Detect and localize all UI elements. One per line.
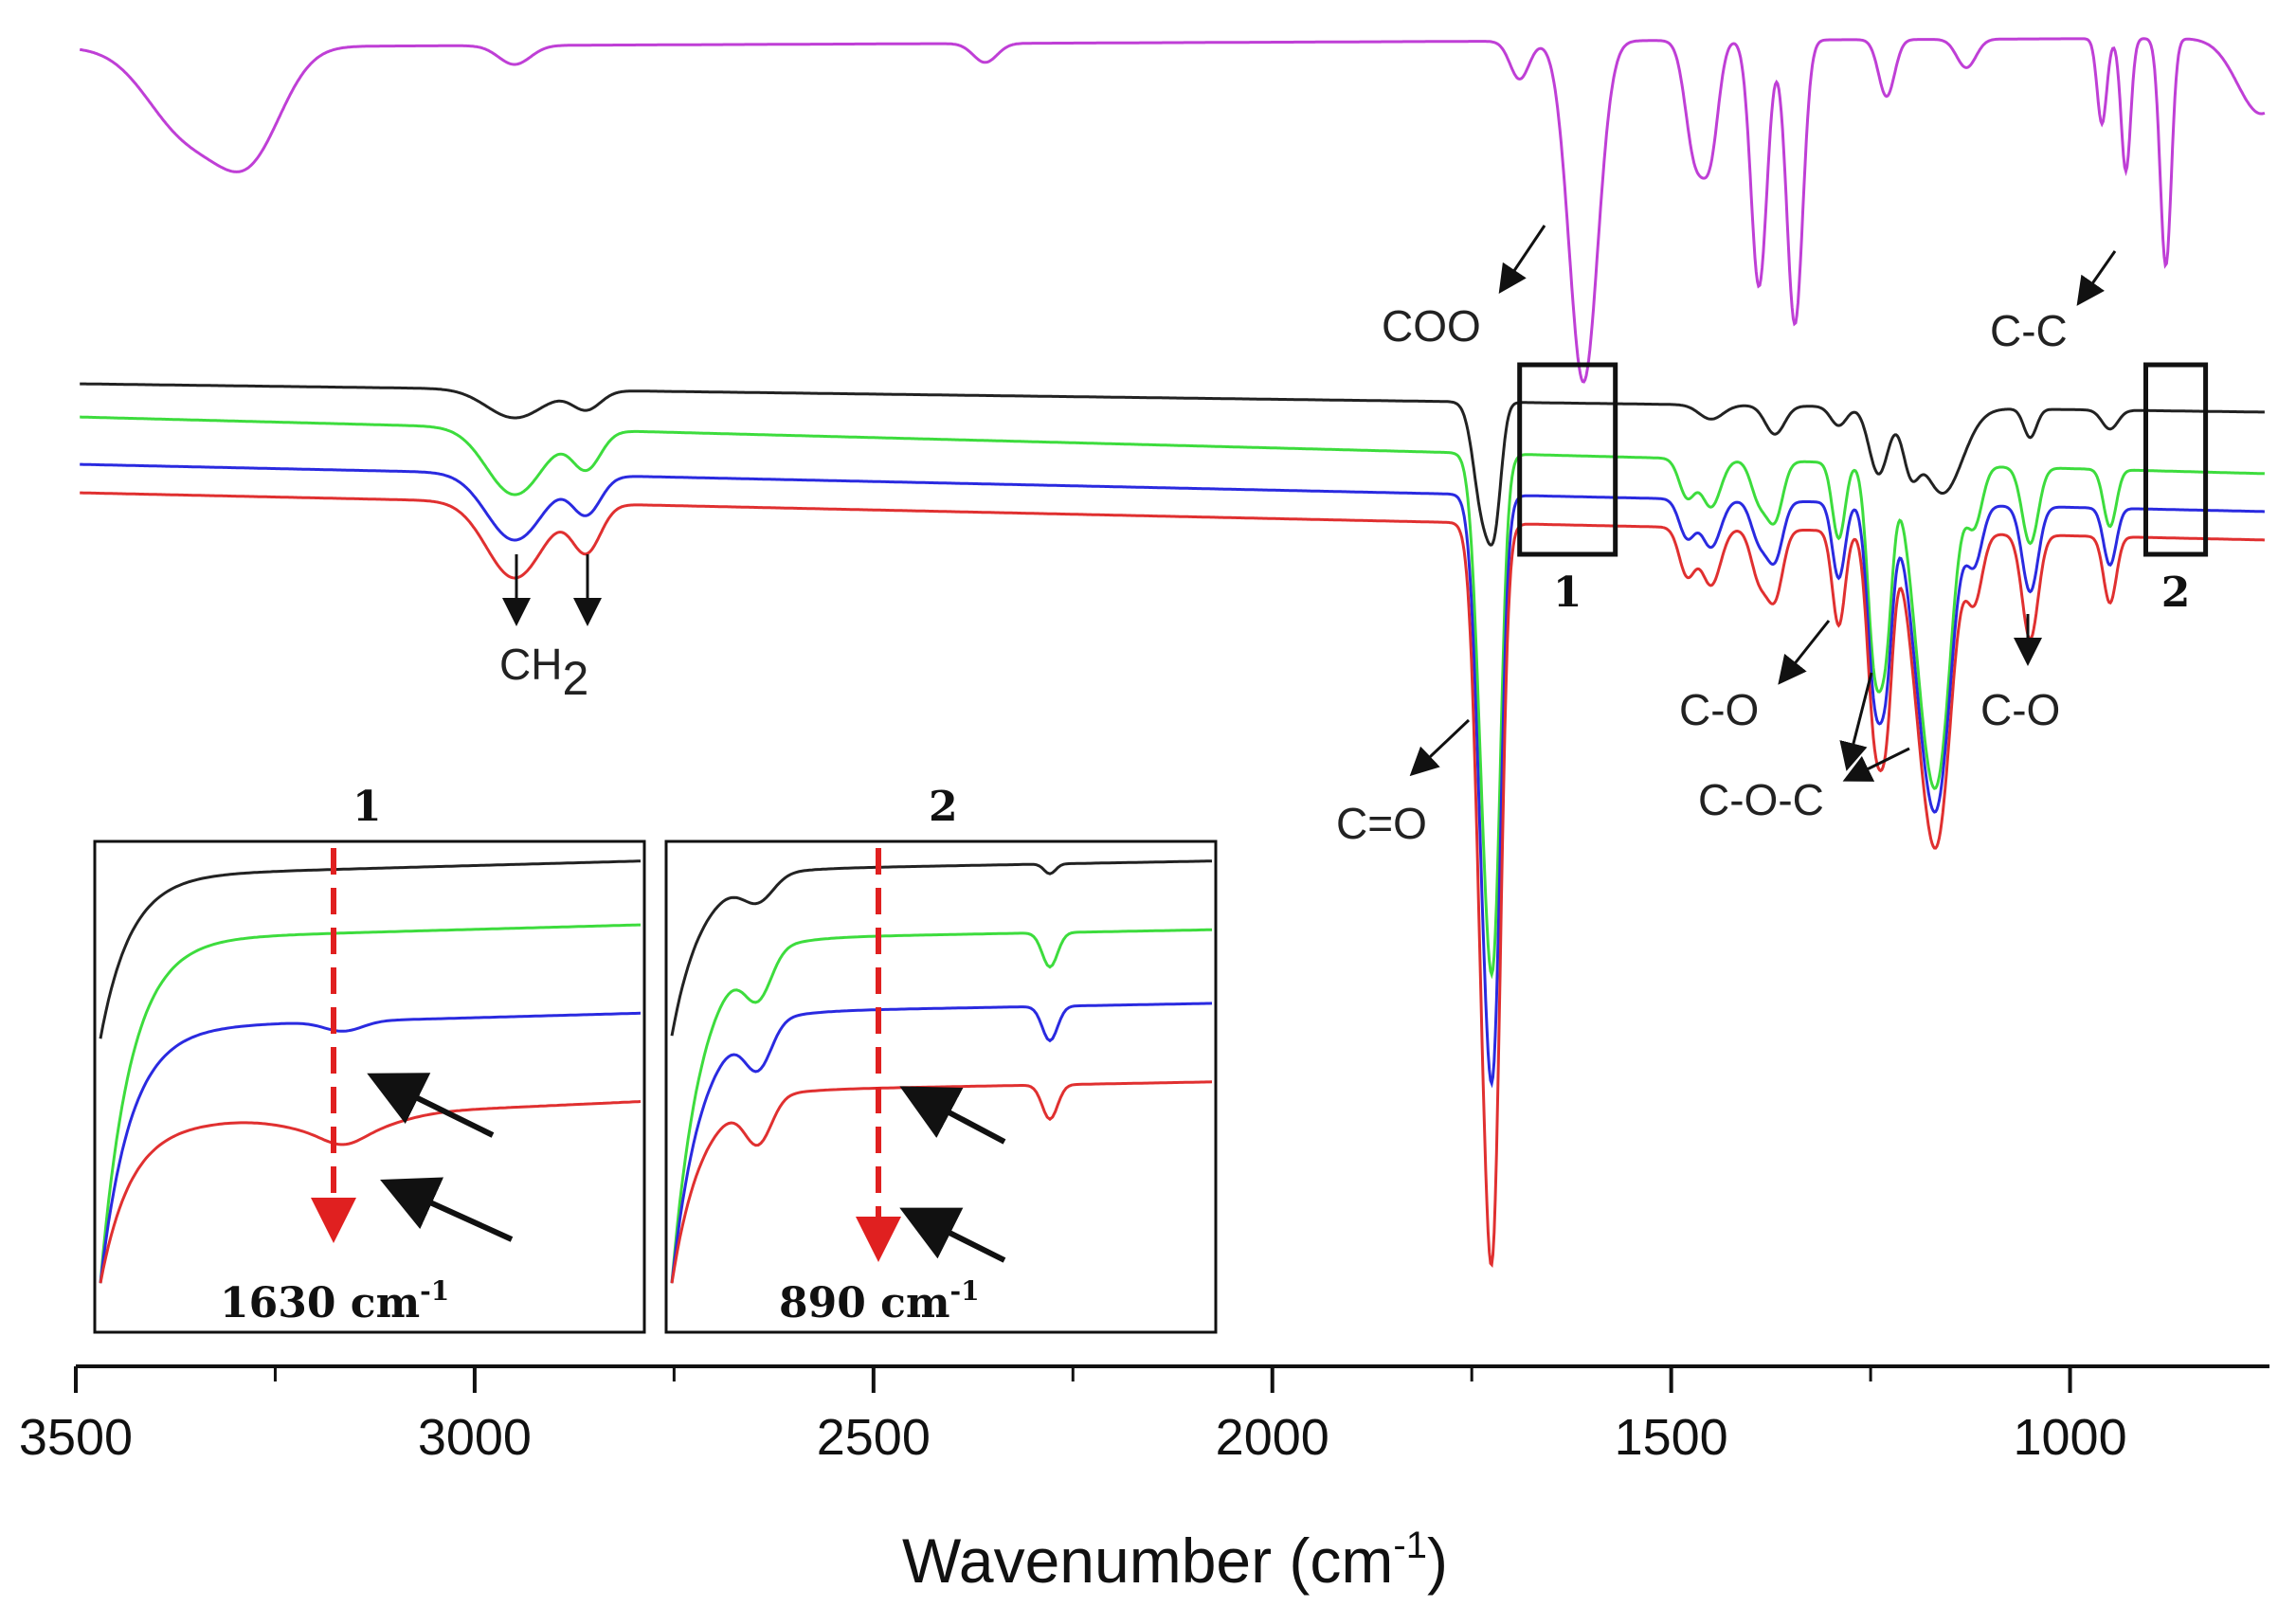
inset2-series-line-blue <box>670 1002 1213 1284</box>
x-tick-label-1000: 1000 <box>2013 1409 2126 1466</box>
x-tick-label-2000: 2000 <box>1216 1409 1329 1466</box>
inset-2-caption: 890 cm-1 <box>779 1275 980 1327</box>
inset-2: 2 890 cm-1 <box>664 783 1218 1334</box>
inset-1: 1 1630 cm-1 <box>93 783 646 1334</box>
annotation-cc: C-C <box>1990 250 2117 355</box>
x-axis-title: Wavenumber (cm-1) <box>902 1525 1448 1596</box>
inset-1-caption: 1630 cm-1 <box>220 1275 449 1327</box>
region-box-label-1: 1 <box>1553 569 1582 617</box>
inset-1-spectra <box>99 859 642 1284</box>
x-tick-label-1500: 1500 <box>1615 1409 1728 1466</box>
spectrum-line-black <box>80 382 2265 547</box>
annotation-coo-label: COO <box>1382 301 1481 351</box>
main-spectra <box>79 37 2266 1268</box>
inset1-series-line-green <box>99 923 641 1284</box>
annotation-ch2-label: CH2 <box>499 640 588 705</box>
annotation-coo: COO <box>1382 225 1546 351</box>
annotation-c-o-1: C-O <box>1679 620 1831 734</box>
x-tick-label-3500: 3500 <box>19 1409 133 1466</box>
annotation-c-o-1-label: C-O <box>1679 685 1759 734</box>
inset1-series-line-red <box>99 1100 642 1284</box>
region-box-1 <box>1517 362 1618 557</box>
annotation-ch2: CH2 <box>499 554 602 705</box>
annotation-c-o-c-label: C-O-C <box>1698 775 1824 824</box>
inset-2-title: 2 <box>929 783 958 831</box>
annotation-c-o-2: C-O <box>1980 614 2060 734</box>
annotation-co-carbonyl-label: C=O <box>1336 799 1427 848</box>
x-axis: 3500 3000 2500 2000 1500 1000 Wavenumber (cm-… <box>19 1364 2269 1596</box>
spectrum-line-blue <box>80 462 2265 1089</box>
inset-2-arrow-red <box>899 1207 1006 1263</box>
annotation-c-o-2-label: C-O <box>1980 685 2060 734</box>
annotations: COO C-C CH2 C=O C-O C-O-C C-O <box>499 225 2117 848</box>
inset-1-title: 1 <box>353 783 382 831</box>
spectrum-line-green <box>80 415 2266 980</box>
inset-1-arrow-blue <box>367 1073 495 1138</box>
annotation-cc-label: C-C <box>1990 306 2068 355</box>
region-box-2 <box>2143 362 2209 557</box>
annotation-c-o-c: C-O-C <box>1698 672 1910 824</box>
x-tick-label-3000: 3000 <box>418 1409 532 1466</box>
annotation-co-carbonyl: C=O <box>1336 718 1471 848</box>
inset-1-arrow-red <box>380 1177 514 1242</box>
x-tick-label-2500: 2500 <box>817 1409 931 1466</box>
region-box-label-2: 2 <box>2161 569 2191 617</box>
spectrum-line-red <box>80 491 2265 1268</box>
inset-2-arrow-blue <box>899 1086 1006 1145</box>
inset2-series-line-green <box>670 928 1213 1284</box>
inset1-series-line-black <box>99 859 642 1039</box>
inset-1-frame <box>93 840 646 1334</box>
inset2-series-line-black <box>670 859 1213 1037</box>
spectrum-line-magenta <box>79 37 2266 384</box>
inset1-series-line-blue <box>99 1011 642 1284</box>
